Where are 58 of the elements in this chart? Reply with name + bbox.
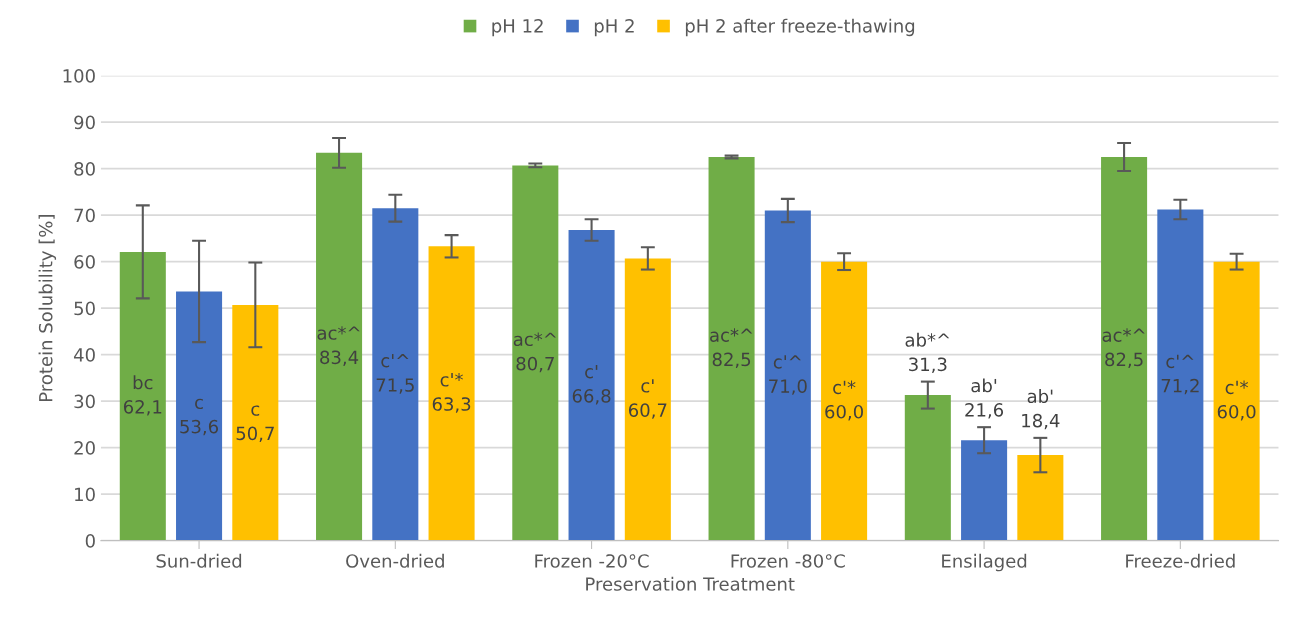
y-tick-label: 20 (74, 441, 95, 455)
bar (904, 395, 951, 541)
legend-label: pH 2 (594, 18, 634, 37)
data-label: ac*^ 82,5 (1102, 328, 1145, 369)
x-tick-label: Sun-dried (156, 553, 242, 568)
bar (372, 208, 419, 541)
data-label: c 53,6 (180, 398, 219, 436)
data-label: ab' 21,6 (965, 378, 1004, 419)
data-label: ac*^ 82,5 (710, 328, 753, 369)
bar (232, 304, 279, 541)
y-tick-label: 60 (74, 255, 95, 269)
y-tick-label: 100 (63, 69, 95, 83)
data-label: c' 60,7 (628, 379, 667, 419)
x-axis-title: Preservation Treatment (586, 576, 795, 591)
bar (316, 152, 363, 541)
bar (176, 291, 223, 541)
data-label: c'* 60,0 (825, 380, 863, 421)
bar (624, 258, 671, 541)
bar (764, 210, 811, 541)
data-label: c'* 63,3 (432, 372, 471, 413)
y-tick-label: 0 (85, 534, 95, 548)
data-label: c'^ 71,5 (376, 354, 414, 394)
y-axis-title: Protein Solubility [%] (38, 215, 57, 401)
x-tick-label: Ensilaged (942, 553, 1027, 572)
data-label: c 50,7 (236, 405, 274, 443)
y-tick-label: 70 (74, 208, 95, 223)
data-label: c' 66,8 (572, 364, 611, 405)
bar (961, 440, 1008, 541)
data-label: ab' 18,4 (1022, 389, 1060, 430)
bar (1101, 157, 1148, 541)
y-tick-label: 80 (74, 162, 95, 176)
data-label: ab*^ 31,3 (905, 332, 950, 373)
data-label: c'* 60,0 (1217, 380, 1256, 421)
bar (428, 246, 475, 541)
y-tick-label: 90 (74, 115, 95, 130)
x-tick-label: Oven-dried (346, 553, 444, 568)
bar (821, 261, 868, 541)
bar (119, 251, 166, 541)
data-label: c'^ 71,2 (1161, 354, 1199, 395)
y-tick-label: 50 (74, 301, 95, 316)
y-tick-label: 30 (74, 394, 95, 409)
y-tick-label: 10 (75, 487, 95, 502)
data-label: c'^ 71,0 (769, 355, 807, 395)
x-tick-label: Freeze-dried (1126, 553, 1235, 568)
bar (512, 165, 559, 541)
legend-label: pH 12 (492, 18, 543, 37)
data-label: ac*^ 80,7 (513, 332, 556, 373)
y-tick-label: 40 (73, 348, 95, 362)
bar (1157, 209, 1204, 541)
legend-label: pH 2 after freeze-thawing (685, 18, 915, 37)
data-label: ac*^ 83,4 (317, 326, 360, 366)
data-label: bc 62,1 (123, 375, 162, 416)
x-tick-label: Frozen -80°C (731, 554, 845, 568)
bar (1017, 455, 1064, 541)
bar (568, 230, 615, 541)
bar (1213, 261, 1260, 541)
bar (708, 157, 755, 541)
x-tick-label: Frozen -20°C (535, 554, 649, 568)
